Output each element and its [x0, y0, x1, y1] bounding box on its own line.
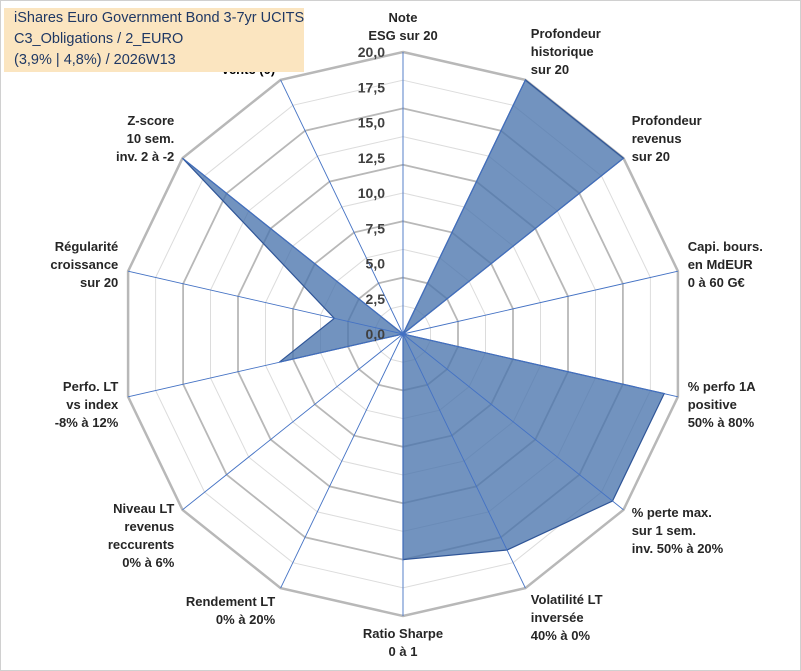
axis-label-line: historique [531, 44, 594, 59]
axis-label-line: Ratio Sharpe [363, 626, 443, 641]
tick-label: 15,0 [358, 115, 385, 131]
axis-label-line: % perte max. [632, 505, 712, 520]
axis-label-line: -8% à 12% [55, 415, 119, 430]
axis-label: Rendement LT 0% à 20% [186, 594, 276, 627]
axis-spoke [402, 79, 526, 335]
axis-label-line: Rendement LT [186, 594, 275, 609]
axis-label: Profondeur historique sur 20 [531, 26, 601, 77]
axis-label-line: vs index [66, 397, 119, 412]
axis-label-line: 0% à 20% [216, 612, 276, 627]
axis-label-line: Capi. bours. [688, 239, 763, 254]
tick-label: 20,0 [358, 44, 385, 60]
axis-label-line: revenus [632, 131, 682, 146]
axis-label-line: 0 à 60 G€ [688, 275, 745, 290]
axis-label: Niveau LT revenus reccurents 0% à 6% [108, 501, 175, 570]
tick-label: 0,0 [366, 326, 386, 342]
axis-label-line: sur 20 [632, 149, 670, 164]
title-line-1: iShares Euro Government Bond 3-7yr UCITS [14, 10, 305, 26]
title-line-2: C3_Obligations / 2_EURO [14, 31, 184, 47]
axis-spoke [402, 270, 679, 335]
axis-label-line: sur 1 sem. [632, 523, 696, 538]
axis-label-line: Z-score [127, 113, 174, 128]
tick-label: 2,5 [366, 291, 386, 307]
axis-label: Perfo. LT vs index -8% à 12% [55, 379, 119, 430]
axis-spoke [402, 157, 624, 335]
axis-spoke [127, 333, 404, 398]
axis-label-line: Volatilité LT [531, 592, 603, 607]
axis-label-line: Perfo. LT [63, 379, 118, 394]
tick-label: 10,0 [358, 185, 385, 201]
axis-label-line: inversée [531, 610, 584, 625]
axis-label-line: sur 20 [80, 275, 118, 290]
tick-label: 7,5 [366, 220, 386, 236]
axis-label: Ratio Sharpe 0 à 1 [363, 626, 443, 659]
axis-label-line: 0 à 1 [389, 644, 418, 659]
axis-label: Capi. bours. en MdEUR 0 à 60 G€ [688, 239, 763, 290]
axis-spoke [402, 333, 679, 398]
axis-label: Profondeur revenus sur 20 [632, 113, 702, 164]
axis-spoke [127, 270, 404, 335]
axis-label-line: 0% à 6% [122, 555, 174, 570]
axis-label: % perfo 1A positive 50% à 80% [688, 379, 757, 430]
axis-label: % perte max. sur 1 sem. inv. 50% à 20% [632, 505, 724, 556]
axis-label-line: 50% à 80% [688, 415, 755, 430]
axis-label-line: ESG sur 20 [368, 28, 437, 43]
axis-spoke [182, 333, 404, 511]
axis-label-line: Régularité [55, 239, 119, 254]
axis-label-line: Niveau LT [113, 501, 174, 516]
axis-label: Régularité croissance sur 20 [50, 239, 118, 290]
axis-spoke [402, 333, 624, 511]
axis-label-line: croissance [50, 257, 118, 272]
tick-label: 17,5 [358, 79, 385, 95]
axis-label-line: % perfo 1A [688, 379, 757, 394]
title-line-3: (3,9% | 4,8%) / 2026W13 [14, 52, 176, 68]
axis-label-line: inv. 50% à 20% [632, 541, 724, 556]
axis-spoke [280, 79, 404, 335]
axis-spoke [280, 333, 404, 589]
title-box: iShares Euro Government Bond 3-7yr UCITS… [4, 8, 304, 72]
axis-spoke [402, 333, 526, 589]
tick-label: 5,0 [366, 256, 386, 272]
axis-label-line: inv. 2 à -2 [116, 149, 174, 164]
axis-label-line: 10 sem. [127, 131, 175, 146]
axis-label-line: 40% à 0% [531, 628, 591, 643]
axis-label-line: positive [688, 397, 737, 412]
axis-label: Z-score 10 sem. inv. 2 à -2 [116, 113, 174, 164]
axis-label-line: sur 20 [531, 62, 569, 77]
axis-label: Volatilité LT inversée 40% à 0% [531, 592, 603, 643]
axis-label-line: en MdEUR [688, 257, 754, 272]
axis-label-line: revenus [124, 519, 174, 534]
axis-label-line: Note [389, 10, 418, 25]
axis-label-line: Profondeur [632, 113, 702, 128]
axis-label-line: reccurents [108, 537, 174, 552]
axis-label-line: Profondeur [531, 26, 601, 41]
axis-label: Note ESG sur 20 [368, 10, 437, 43]
axis-spoke [182, 157, 404, 335]
tick-label: 12,5 [358, 150, 385, 166]
data-series-area [182, 78, 666, 561]
